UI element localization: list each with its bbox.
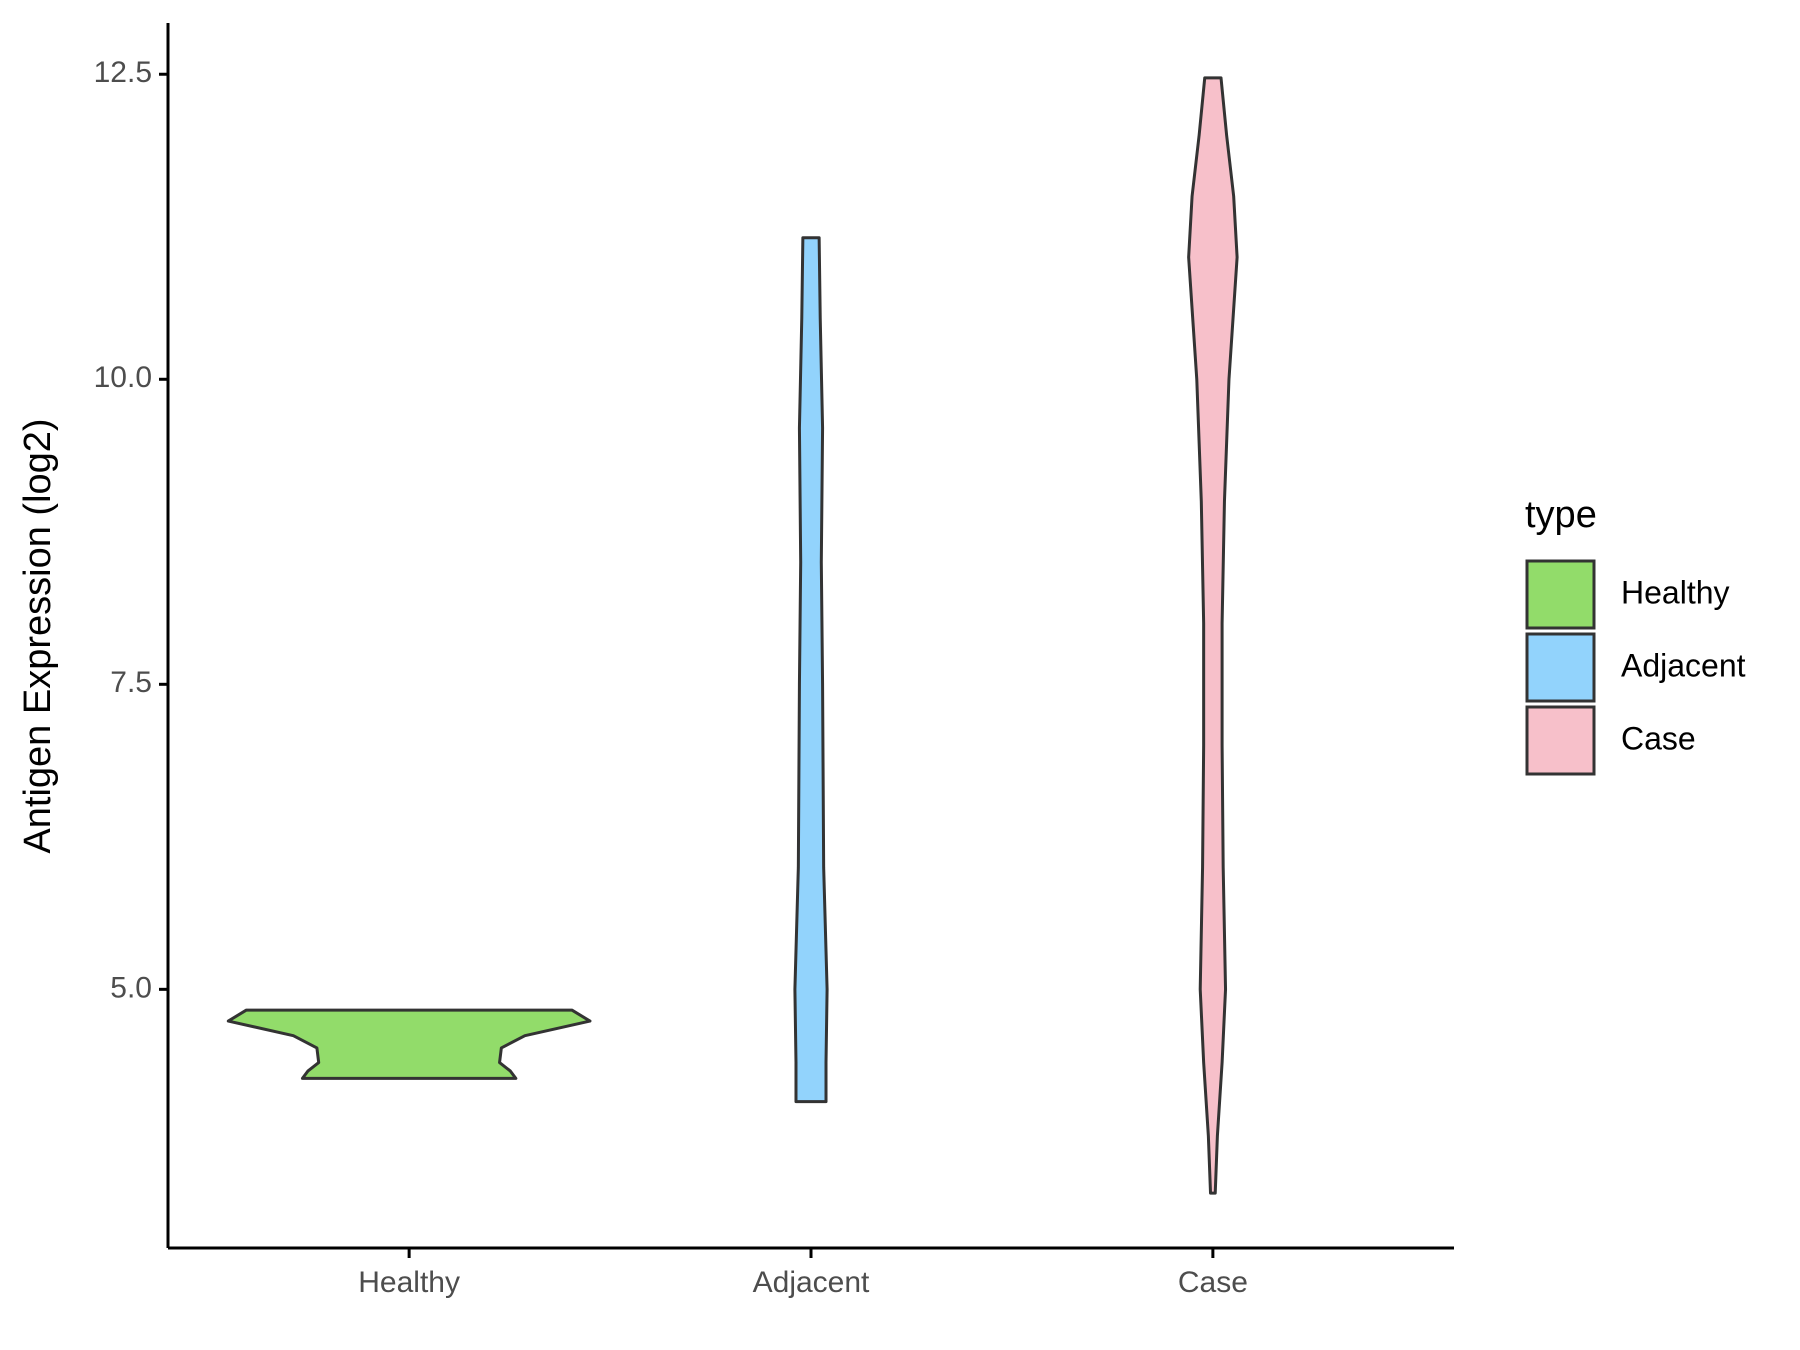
x-tick-label: Healthy xyxy=(358,1266,460,1299)
y-tick-label: 7.5 xyxy=(110,666,152,699)
legend-key xyxy=(1525,559,1596,630)
violin xyxy=(1187,76,1239,1195)
legend-key xyxy=(1525,632,1596,703)
y-tick-label: 10.0 xyxy=(94,361,152,394)
violin xyxy=(226,1008,592,1080)
legend-label: Case xyxy=(1621,720,1696,756)
legend-label: Healthy xyxy=(1621,574,1730,610)
y-axis-title: Antigen Expression (log2) xyxy=(17,418,59,853)
y-tick-label: 12.5 xyxy=(94,56,152,89)
y-tick-label: 5.0 xyxy=(110,971,152,1004)
x-tick-label: Case xyxy=(1178,1266,1248,1299)
violin xyxy=(793,236,829,1104)
legend-key xyxy=(1525,705,1596,776)
legend-title: type xyxy=(1525,494,1597,536)
x-tick-label: Adjacent xyxy=(753,1266,870,1299)
legend-label: Adjacent xyxy=(1621,647,1746,683)
